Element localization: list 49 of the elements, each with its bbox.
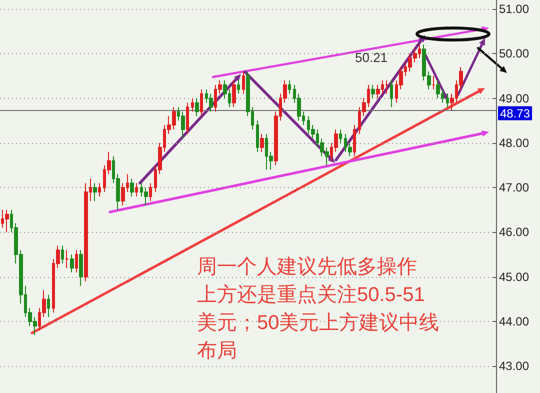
candlestick — [288, 80, 291, 94]
y-tick-label: 50.00 — [499, 46, 530, 61]
candlestick — [242, 70, 245, 94]
y-tick-label: 46.00 — [499, 225, 530, 240]
candlestick — [130, 178, 134, 197]
candlestick — [47, 294, 50, 318]
candlestick — [436, 80, 440, 99]
y-tick-label: 43.00 — [499, 359, 530, 374]
candlestick — [200, 88, 203, 117]
annotation: 上方还是重点关注50.5-51 — [197, 283, 425, 306]
y-tick-label: 48.00 — [499, 136, 530, 150]
candlestick — [70, 254, 74, 273]
candlestick — [237, 80, 240, 94]
candlestick — [390, 80, 393, 108]
annotation: 美元；50美元上方建议中线 — [197, 311, 440, 334]
y-tick-label: 44.00 — [499, 314, 530, 329]
candlestick — [79, 250, 83, 286]
candlestick — [181, 111, 185, 139]
candlestick — [84, 182, 88, 282]
annotation: 布局 — [197, 340, 237, 362]
candlestick — [353, 124, 356, 157]
candlestick — [376, 84, 380, 99]
candlestick — [135, 182, 138, 197]
candlestick — [209, 93, 213, 112]
candlestick — [186, 102, 189, 134]
annotation: 50.21 — [355, 50, 388, 65]
candlestick — [191, 98, 194, 112]
y-tick-label: 45.00 — [499, 270, 530, 284]
candlestick — [149, 182, 152, 202]
candlestick — [98, 182, 101, 197]
candlestick — [432, 75, 435, 90]
y-tick-label: 47.00 — [499, 180, 530, 195]
candlestick — [5, 209, 9, 233]
y-tick-label: 51.00 — [499, 2, 530, 16]
candlestick — [339, 129, 342, 144]
candlestick — [260, 133, 264, 152]
candlestick — [75, 250, 78, 273]
candlestick — [232, 80, 236, 108]
y-tick-label: 49.00 — [499, 91, 530, 106]
candlestick — [256, 120, 259, 152]
candlestick — [61, 245, 64, 264]
candlestick — [65, 250, 69, 268]
annotation: 周一个人建议先低多操作 — [197, 256, 417, 278]
candlestick — [144, 187, 148, 206]
candlestick — [385, 80, 389, 94]
candlestick — [371, 84, 375, 99]
ref-line-label: 48.73 — [500, 106, 530, 120]
candlestick — [195, 98, 199, 117]
candlestick — [93, 182, 97, 202]
